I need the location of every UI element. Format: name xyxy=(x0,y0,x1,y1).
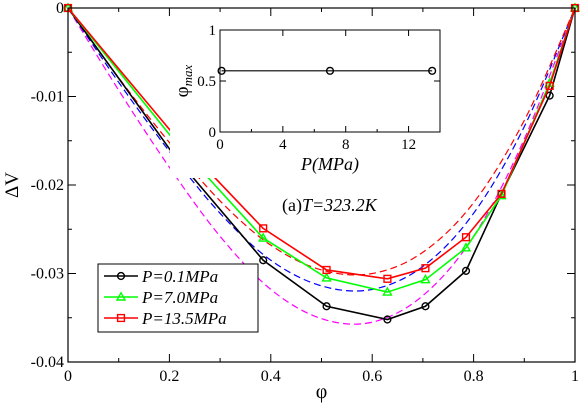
main-data-point xyxy=(420,274,431,284)
main-data-point xyxy=(496,189,507,200)
main-y-tick-label: -0.02 xyxy=(31,177,64,194)
main-series-group xyxy=(62,2,581,324)
main-data-point xyxy=(460,242,472,252)
main-fit-curves xyxy=(67,7,576,325)
main-x-tick-label: 0.4 xyxy=(261,368,281,385)
main-x-tick-label: 0.6 xyxy=(362,368,382,385)
main-data-point xyxy=(461,266,471,275)
main-x-tick-label: 0.2 xyxy=(159,368,179,385)
inset-plot: 0 4 8 12 00.51 P(MPa) φmax xyxy=(170,23,450,178)
main-data-point xyxy=(321,272,332,282)
main-title-prefix: (a) xyxy=(282,195,302,216)
main-title-main: T=323.2K xyxy=(302,195,378,215)
main-data-point xyxy=(545,81,554,90)
inset-x-tick-label: 8 xyxy=(342,137,350,153)
inset-y-tick-label: 0 xyxy=(209,125,217,141)
main-data-point xyxy=(421,302,430,311)
main-data-point xyxy=(497,189,506,198)
main-y-ticks: 0 -0.01 -0.02 -0.03 -0.04 xyxy=(31,0,575,371)
inset-series-group xyxy=(217,66,437,75)
main-data-point xyxy=(382,286,393,296)
main-x-axis-label: φ xyxy=(316,381,328,403)
inset-data-point xyxy=(325,66,335,75)
inset-x-ticks: 0 4 8 12 xyxy=(216,30,416,153)
inset-x-axis-label: P(MPa) xyxy=(300,154,359,175)
main-data-point xyxy=(322,265,331,275)
inset-y-axis-label: φmax xyxy=(172,64,195,97)
legend-marker xyxy=(115,291,127,301)
inset-y-tick-label: 0.5 xyxy=(197,74,216,90)
main-data-point xyxy=(421,264,430,273)
main-y-tick-label: -0.04 xyxy=(31,354,64,371)
main-data-point xyxy=(383,315,392,324)
main-y-tick-label: 0 xyxy=(56,0,64,17)
main-series-line xyxy=(67,7,576,321)
main-data-point xyxy=(258,232,269,242)
inset-background xyxy=(170,26,450,178)
legend-label: P=13.5MPa xyxy=(141,309,227,328)
main-x-tick-label: 1 xyxy=(571,368,579,385)
legend-item: P=7.0MPa xyxy=(104,288,218,307)
main-x-tick-label: 0 xyxy=(64,368,72,385)
legend-label: P=0.1MPa xyxy=(141,267,218,286)
main-fit-curve xyxy=(67,7,576,325)
inset-y-tick-label: 1 xyxy=(209,23,217,39)
main-data-point xyxy=(322,302,331,311)
inset-y-label-sub: max xyxy=(180,64,195,86)
main-x-tick-label: 0.8 xyxy=(464,368,484,385)
main-fit-curve xyxy=(67,7,576,276)
main-x-ticks: 0 0.2 0.4 0.6 0.8 1 xyxy=(64,8,579,385)
main-data-point xyxy=(259,224,268,233)
inset-y-label-main: φ xyxy=(172,86,193,97)
inset-x-tick-label: 4 xyxy=(279,137,287,153)
inset-data-point xyxy=(428,66,437,75)
inset-x-tick-label: 0 xyxy=(216,137,224,153)
main-y-axis-label: ΔV xyxy=(2,172,23,198)
legend-marker xyxy=(116,271,126,281)
legend-item: P=0.1MPa xyxy=(104,267,218,286)
main-chart-title: (a)T=323.2K xyxy=(282,195,378,216)
inset-y-ticks: 00.51 xyxy=(197,23,440,141)
inset-data-point xyxy=(217,66,226,75)
legend-label: P=7.0MPa xyxy=(141,288,218,307)
legend: P=0.1MPa P=7.0MPa P=13.5MPa xyxy=(97,263,259,333)
main-y-tick-label: -0.01 xyxy=(31,89,64,106)
legend-marker xyxy=(116,313,126,323)
main-data-point xyxy=(259,256,268,265)
main-data-point xyxy=(461,233,471,242)
main-data-point xyxy=(383,274,392,283)
legend-item: P=13.5MPa xyxy=(104,309,227,328)
main-data-point xyxy=(545,91,554,100)
inset-x-tick-label: 12 xyxy=(401,137,416,153)
main-series-line xyxy=(67,7,576,280)
main-y-tick-label: -0.03 xyxy=(31,266,64,283)
